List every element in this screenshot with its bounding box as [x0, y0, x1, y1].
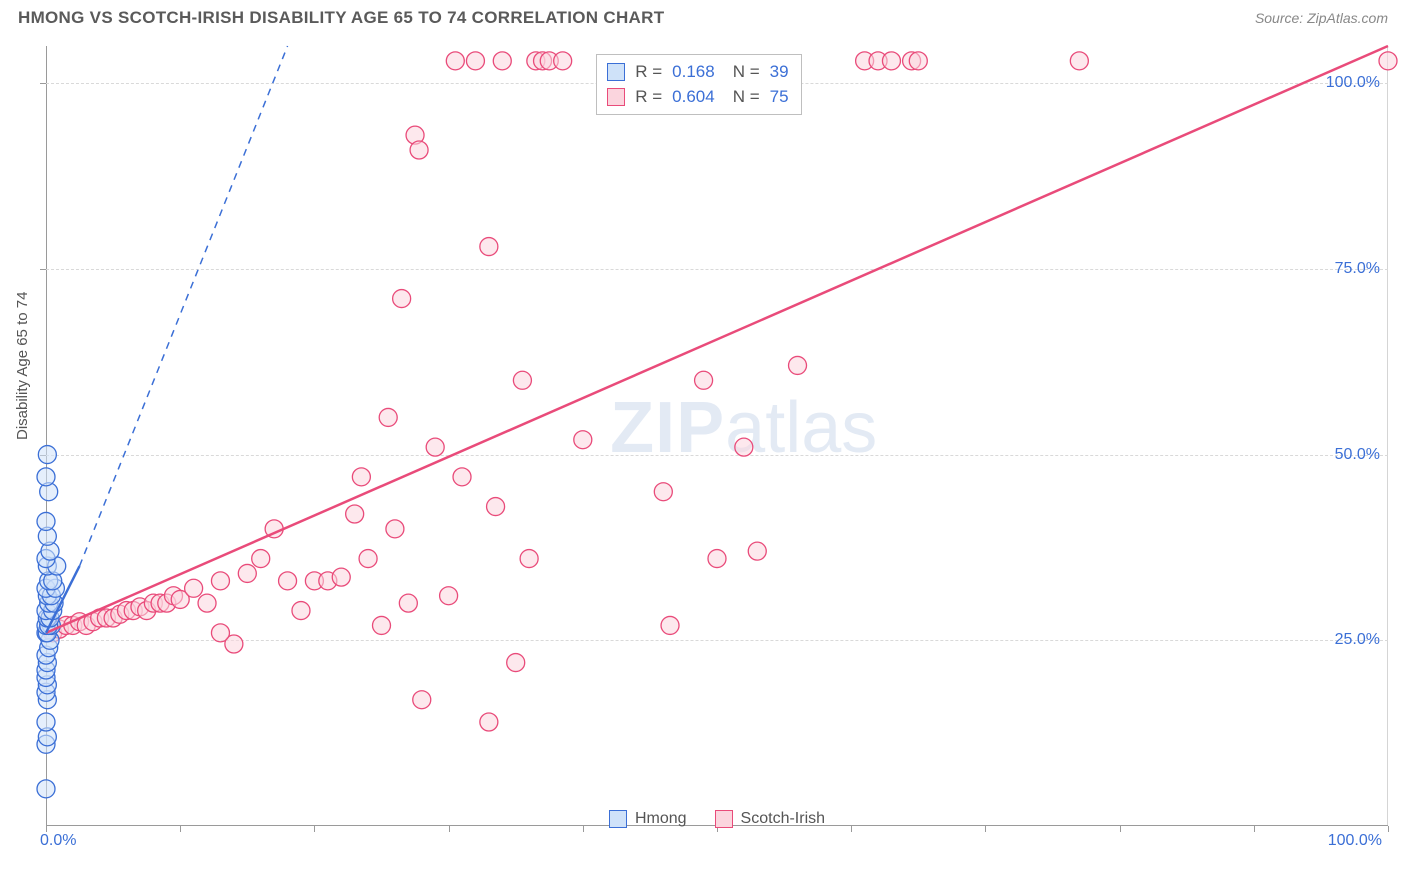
r-value: 0.168	[672, 59, 715, 85]
regression-line-blue-dashed	[80, 46, 288, 566]
n-label: N =	[733, 59, 760, 85]
scatter-svg	[46, 46, 1388, 826]
scatter-point	[413, 691, 431, 709]
scatter-point	[654, 483, 672, 501]
scatter-point	[661, 616, 679, 634]
legend-item: Hmong	[609, 810, 687, 828]
scatter-point	[393, 290, 411, 308]
scatter-point	[279, 572, 297, 590]
scatter-point	[410, 141, 428, 159]
scatter-point	[446, 52, 464, 70]
scatter-point	[453, 468, 471, 486]
scatter-point	[211, 572, 229, 590]
scatter-point	[38, 446, 56, 464]
scatter-point	[37, 713, 55, 731]
scatter-point	[292, 602, 310, 620]
correlation-stats-box: R = 0.168 N = 39 R = 0.604 N = 75	[596, 54, 801, 115]
scatter-point	[440, 587, 458, 605]
scatter-point	[386, 520, 404, 538]
scatter-point	[909, 52, 927, 70]
legend-item: Scotch-Irish	[715, 810, 825, 828]
scatter-point	[1379, 52, 1397, 70]
scatter-point	[748, 542, 766, 560]
y-tick-label: 100.0%	[1326, 74, 1380, 92]
scatter-point	[37, 512, 55, 530]
x-tick	[1388, 826, 1389, 832]
scatter-point	[352, 468, 370, 486]
scatter-point	[426, 438, 444, 456]
y-axis-title: Disability Age 65 to 74	[14, 292, 31, 440]
scatter-point	[493, 52, 511, 70]
scatter-point	[735, 438, 753, 456]
scatter-point	[379, 408, 397, 426]
scatter-point	[252, 550, 270, 568]
stats-row: R = 0.168 N = 39	[607, 59, 788, 85]
scatter-point	[480, 238, 498, 256]
n-label: N =	[733, 84, 760, 110]
scatter-point	[513, 371, 531, 389]
stats-row: R = 0.604 N = 75	[607, 84, 788, 110]
y-tick-label: 25.0%	[1335, 631, 1380, 649]
y-tick-label: 75.0%	[1335, 260, 1380, 278]
scatter-point	[708, 550, 726, 568]
scatter-point	[554, 52, 572, 70]
legend-swatch	[609, 810, 627, 828]
chart-title: HMONG VS SCOTCH-IRISH DISABILITY AGE 65 …	[18, 8, 664, 28]
scatter-point	[399, 594, 417, 612]
legend-swatch	[607, 63, 625, 81]
legend-swatch	[607, 88, 625, 106]
scatter-point	[359, 550, 377, 568]
regression-line-pink	[46, 46, 1388, 633]
scatter-point	[346, 505, 364, 523]
scatter-point	[332, 568, 350, 586]
n-value: 39	[770, 59, 789, 85]
scatter-point	[198, 594, 216, 612]
legend-label: Hmong	[635, 810, 687, 828]
scatter-point	[238, 564, 256, 582]
r-label: R =	[635, 59, 662, 85]
scatter-point	[211, 624, 229, 642]
x-axis-min-label: 0.0%	[40, 832, 76, 850]
r-value: 0.604	[672, 84, 715, 110]
scatter-point	[789, 356, 807, 374]
scatter-point	[574, 431, 592, 449]
scatter-point	[185, 579, 203, 597]
scatter-point	[373, 616, 391, 634]
legend-swatch	[715, 810, 733, 828]
scatter-point	[466, 52, 484, 70]
scatter-point	[37, 780, 55, 798]
plot-area: ZIPatlas R =0.168N =39R =0.604N =75 25.0…	[46, 46, 1388, 826]
x-axis-max-label: 100.0%	[1328, 832, 1382, 850]
r-label: R =	[635, 84, 662, 110]
scatter-point	[480, 713, 498, 731]
n-value: 75	[770, 84, 789, 110]
scatter-point	[520, 550, 538, 568]
scatter-point	[37, 468, 55, 486]
scatter-point	[695, 371, 713, 389]
scatter-point	[507, 654, 525, 672]
scatter-point	[1070, 52, 1088, 70]
y-tick-label: 50.0%	[1335, 446, 1380, 464]
scatter-point	[487, 498, 505, 516]
legend-label: Scotch-Irish	[741, 810, 825, 828]
source-label: Source: ZipAtlas.com	[1255, 10, 1388, 26]
series-legend: Hmong Scotch-Irish	[46, 810, 1388, 828]
scatter-point	[882, 52, 900, 70]
